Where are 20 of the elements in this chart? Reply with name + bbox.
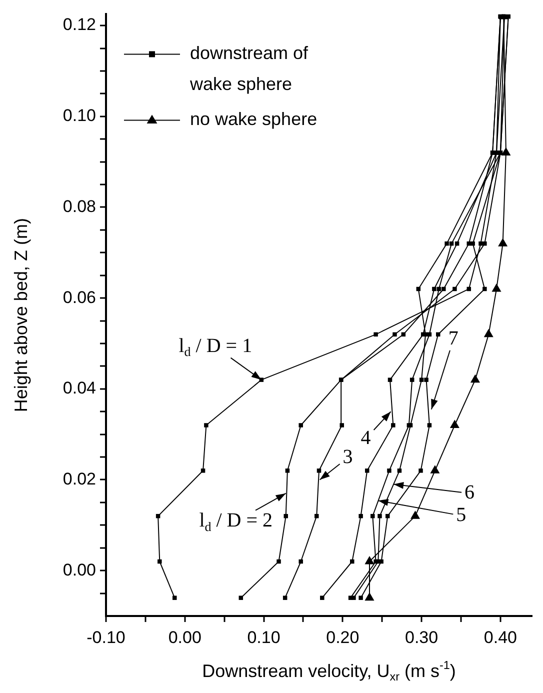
y-tick-label: 0.04 (62, 378, 96, 398)
y-tick-label: 0.08 (62, 196, 96, 216)
x-tick-label: -0.10 (86, 628, 126, 647)
x-tick-label: 0.30 (405, 628, 438, 647)
y-axis-title: Height above bed, Z (m) (10, 218, 31, 412)
annotation: 6 (464, 482, 475, 504)
x-tick-label: 0.40 (484, 628, 517, 647)
annotation: 7 (448, 328, 458, 350)
y-tick-label: 0.00 (62, 560, 96, 580)
y-tick-label: 0.10 (62, 106, 96, 126)
y-tick-label: 0.06 (62, 288, 96, 307)
annotation: 5 (456, 504, 466, 526)
x-tick-label: 0.20 (326, 628, 360, 647)
x-tick-label: 0.00 (168, 628, 202, 647)
legend-label: no wake sphere (190, 109, 318, 130)
x-tick-label: 0.10 (247, 628, 280, 647)
annotation: 3 (342, 446, 353, 468)
annotation: 4 (360, 426, 371, 449)
y-tick-label: 0.12 (62, 15, 96, 34)
y-tick-label: 0.02 (62, 469, 96, 488)
